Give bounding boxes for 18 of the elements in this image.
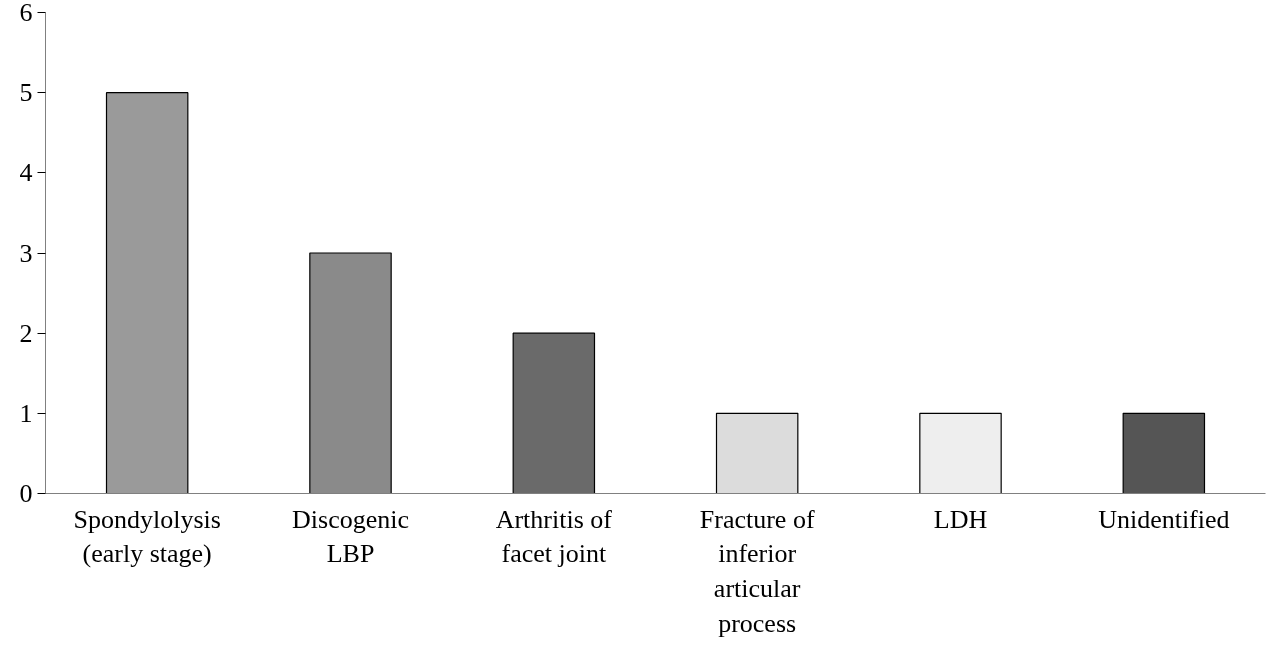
x-tick-label: Unidentified	[1098, 504, 1230, 534]
x-tick-label: Discogenic LBP	[292, 504, 409, 569]
bar	[715, 412, 799, 494]
x-tick-label: Arthritis of facet joint	[495, 504, 613, 569]
y-tick-label: 4	[19, 158, 33, 188]
y-tick-label: 0	[19, 479, 33, 508]
y-tick-label: 3	[19, 238, 33, 268]
bar	[1122, 412, 1206, 494]
bar	[105, 92, 189, 494]
x-tick-label: Spondylolysis (early stage)	[73, 504, 221, 569]
x-tick-label: LDH	[933, 504, 988, 534]
y-tick-label: 2	[19, 318, 33, 348]
bar	[919, 412, 1002, 494]
y-tick-label: 6	[19, 0, 33, 27]
y-tick-label: 5	[19, 78, 33, 108]
x-tick-label: Fracture of inferior articular process	[699, 504, 815, 638]
y-tick-label: 1	[19, 398, 33, 428]
bar	[512, 332, 596, 494]
